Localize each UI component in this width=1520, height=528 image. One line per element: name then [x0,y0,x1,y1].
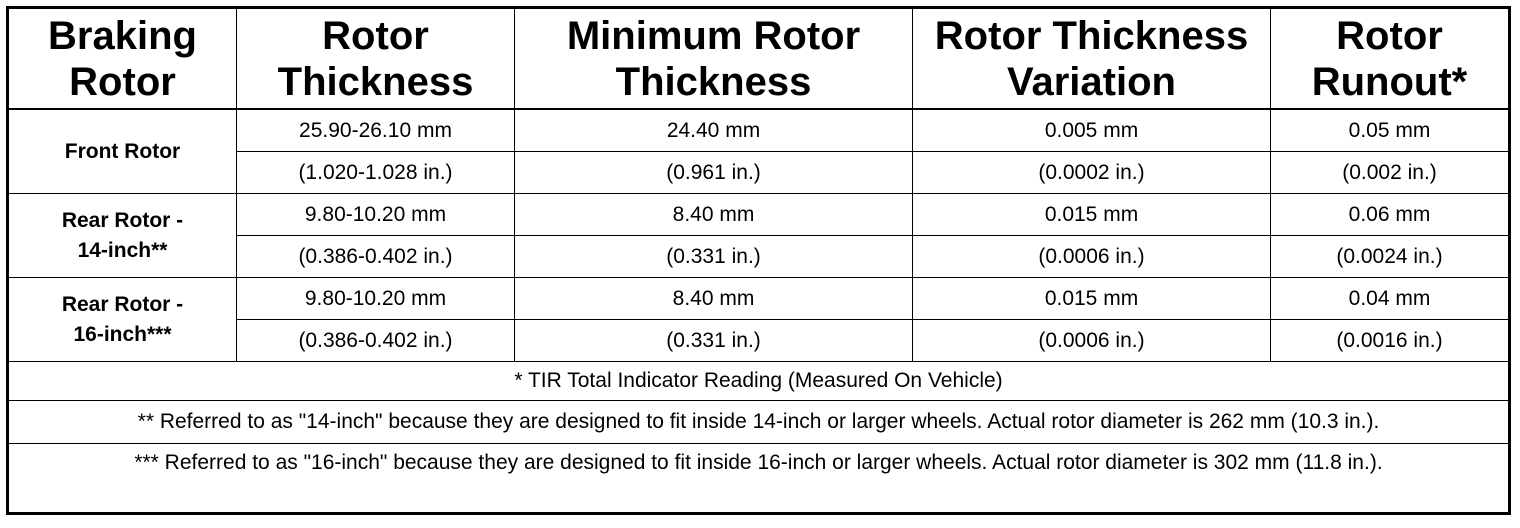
thickness-variation-imperial: (0.0006 in.) [912,235,1271,278]
table-row-rear-rotor-14-imperial: (0.386-0.402 in.) (0.331 in.) (0.0006 in… [8,235,1510,278]
rotor-runout-imperial: (0.0024 in.) [1270,235,1510,278]
rotor-runout-imperial: (0.0016 in.) [1270,319,1510,362]
footnote-row-tir: * TIR Total Indicator Reading (Measured … [7,361,1510,401]
rotor-thickness-metric: 9.80-10.20 mm [236,277,515,320]
header-braking-rotor: Braking Rotor [7,7,237,110]
min-rotor-thickness-metric: 8.40 mm [514,277,913,320]
rotor-name-rear-16: Rear Rotor -16-inch*** [7,277,237,362]
footnote-14-inch: ** Referred to as "14-inch" because they… [7,400,1510,444]
table-row-rear-rotor-14-metric: Rear Rotor -14-inch** 9.80-10.20 mm 8.40… [7,193,1510,278]
table-row-rear-rotor-16-imperial: (0.386-0.402 in.) (0.331 in.) (0.0006 in… [8,319,1510,362]
footnote-row-16-inch: *** Referred to as "16-inch" because the… [7,443,1510,514]
rotor-thickness-imperial: (0.386-0.402 in.) [236,319,515,362]
rotor-thickness-imperial: (0.386-0.402 in.) [236,235,515,278]
header-rotor-runout: Rotor Runout* [1270,7,1510,110]
header-minimum-rotor-thickness: Minimum Rotor Thickness [514,7,913,110]
footnote-tir: * TIR Total Indicator Reading (Measured … [7,361,1510,401]
min-rotor-thickness-imperial: (0.331 in.) [514,235,913,278]
rotor-name-front: Front Rotor [7,108,237,194]
min-rotor-thickness-metric: 24.40 mm [514,108,913,152]
thickness-variation-metric: 0.015 mm [912,193,1271,236]
thickness-variation-imperial: (0.0002 in.) [912,151,1271,194]
table-row-rear-rotor-16-metric: Rear Rotor -16-inch*** 9.80-10.20 mm 8.4… [7,277,1510,362]
rotor-runout-metric: 0.04 mm [1270,277,1510,320]
rotor-thickness-imperial: (1.020-1.028 in.) [236,151,515,194]
brake-rotor-spec-table: Braking Rotor Rotor Thickness Minimum Roto… [6,6,1511,515]
rotor-name-rear-14: Rear Rotor -14-inch** [7,193,237,278]
min-rotor-thickness-imperial: (0.961 in.) [514,151,913,194]
rotor-runout-metric: 0.06 mm [1270,193,1510,236]
footnote-16-inch: *** Referred to as "16-inch" because the… [7,443,1510,514]
header-row: Braking Rotor Rotor Thickness Minimum Roto… [7,7,1510,110]
table-row-front-rotor-imperial: (1.020-1.028 in.) (0.961 in.) (0.0002 in… [8,151,1510,194]
rotor-thickness-metric: 25.90-26.10 mm [236,108,515,152]
thickness-variation-metric: 0.005 mm [912,108,1271,152]
header-rotor-thickness-variation: Rotor Thickness Variation [912,7,1271,110]
rotor-runout-metric: 0.05 mm [1270,108,1510,152]
min-rotor-thickness-imperial: (0.331 in.) [514,319,913,362]
thickness-variation-metric: 0.015 mm [912,277,1271,320]
min-rotor-thickness-metric: 8.40 mm [514,193,913,236]
footnote-row-14-inch: ** Referred to as "14-inch" because they… [7,400,1510,444]
thickness-variation-imperial: (0.0006 in.) [912,319,1271,362]
rotor-runout-imperial: (0.002 in.) [1270,151,1510,194]
header-rotor-thickness: Rotor Thickness [236,7,515,110]
rotor-thickness-metric: 9.80-10.20 mm [236,193,515,236]
table-row-front-rotor-metric: Front Rotor 25.90-26.10 mm 24.40 mm 0.00… [7,108,1510,194]
